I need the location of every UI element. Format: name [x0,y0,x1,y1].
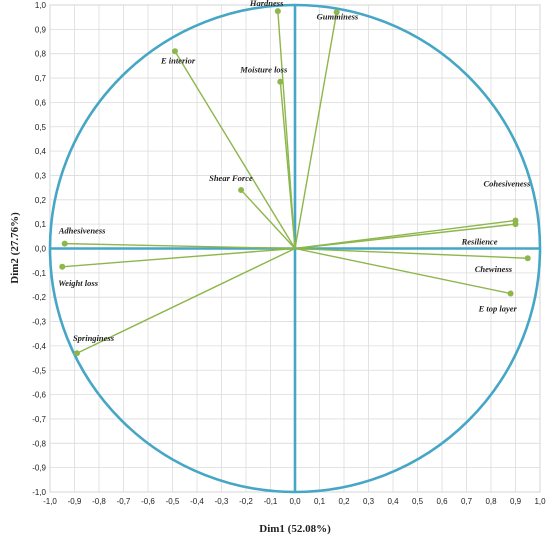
vector-gumminess [294,12,338,249]
x-tick-label: -0,2 [239,497,253,506]
y-tick-label: 0,0 [35,245,47,254]
y-tick-label: -0,7 [32,415,46,424]
x-tick-label: -0,8 [92,497,106,506]
y-tick-label: 0,8 [35,50,47,59]
y-tick-label: -0,4 [32,342,46,351]
x-axis-title: Dim1 (52.08%) [259,523,331,535]
y-tick-label: 0,1 [35,220,47,229]
y-tick-label: -0,3 [32,318,46,327]
vector-chewiness [294,247,528,259]
x-tick-label: 0,1 [314,497,326,506]
label-shear-force: Shear Force [209,173,253,183]
y-tick-label: 0,5 [35,123,47,132]
y-tick-labels: 1,0 0,9 0,8 0,7 0,6 0,5 0,4 0,3 0,2 0,1 0,0 -0,1 -0,… [32,1,46,497]
y-tick-label: -0,1 [32,269,46,278]
x-tick-label: -0,9 [68,497,82,506]
x-tick-label: 0,5 [412,497,424,506]
point-moisture-loss [277,78,284,85]
label-resilience: Resilience [461,237,498,247]
vector-shear-force [240,189,296,249]
vector-resilience [294,223,516,250]
point-springiness [73,350,80,357]
point-e-top-layer [507,290,514,297]
point-gumminess [333,9,340,16]
y-tick-label: 0,6 [35,98,47,107]
y-tick-label: -0,6 [32,391,46,400]
y-tick-label: 0,7 [35,74,47,83]
y-tick-label: 0,4 [35,147,47,156]
label-moisture-loss: Moisture loss [239,65,288,75]
x-tick-label: -0,6 [141,497,155,506]
x-tick-label: 0,0 [289,497,301,506]
y-tick-label: 0,3 [35,171,47,180]
x-tick-label: -1,0 [43,497,57,506]
x-tick-label: -0,5 [166,497,180,506]
point-weight-loss [59,263,66,270]
x-tick-label: -0,4 [190,497,204,506]
vectors: Hardness Gumminess E interior Moisture loss… [58,0,531,357]
x-tick-label: 0,6 [436,497,448,506]
vector-e-interior [174,50,296,249]
point-resilience [512,221,519,228]
point-shear-force [238,187,245,194]
label-cohesiveness: Cohesiveness [484,178,531,188]
x-tick-label: 0,8 [485,497,497,506]
x-tick-label: -0,1 [264,497,278,506]
y-axis-title: Dim2 (27.76%) [9,212,21,284]
label-hardness: Hardness [249,0,284,8]
point-chewiness [524,255,531,262]
x-tick-label: 0,4 [387,497,399,506]
label-e-top-layer: E top layer [478,304,518,314]
y-tick-label: -0,8 [32,439,46,448]
x-tick-label: 0,7 [461,497,473,506]
vector-weight-loss [62,247,296,268]
y-tick-label: 0,2 [35,196,47,205]
point-hardness [274,8,281,15]
x-tick-label: -0,3 [215,497,229,506]
x-tick-label: -0,7 [117,497,131,506]
vector-adhesiveness [64,242,296,250]
y-tick-label: 0,9 [35,25,47,34]
y-tick-label: 1,0 [35,1,47,10]
x-tick-label: 0,9 [510,497,522,506]
label-weight-loss: Weight loss [58,278,98,288]
point-e-interior [171,48,178,55]
label-e-interior: E interior [160,55,196,65]
label-gumminess: Gumminess [317,11,359,21]
y-tick-label: -1,0 [32,488,46,497]
vector-springiness [76,247,296,354]
x-tick-labels: -1,0 -0,9 -0,8 -0,7 -0,6 -0,5 -0,4 -0,3 -0,2 -0,1… [43,497,546,506]
x-tick-label: 0,3 [363,497,375,506]
label-springiness: Springiness [73,333,115,343]
vector-moisture-loss [279,81,296,249]
label-chewiness: Chewiness [475,264,513,274]
label-adhesiveness: Adhesiveness [58,226,106,236]
x-tick-label: 1,0 [534,497,546,506]
point-adhesiveness [61,240,68,247]
y-tick-label: -0,5 [32,366,46,375]
y-tick-label: -0,2 [32,293,46,302]
vector-e-top-layer [294,247,511,295]
x-tick-label: 0,2 [338,497,350,506]
y-tick-label: -0,9 [32,464,46,473]
